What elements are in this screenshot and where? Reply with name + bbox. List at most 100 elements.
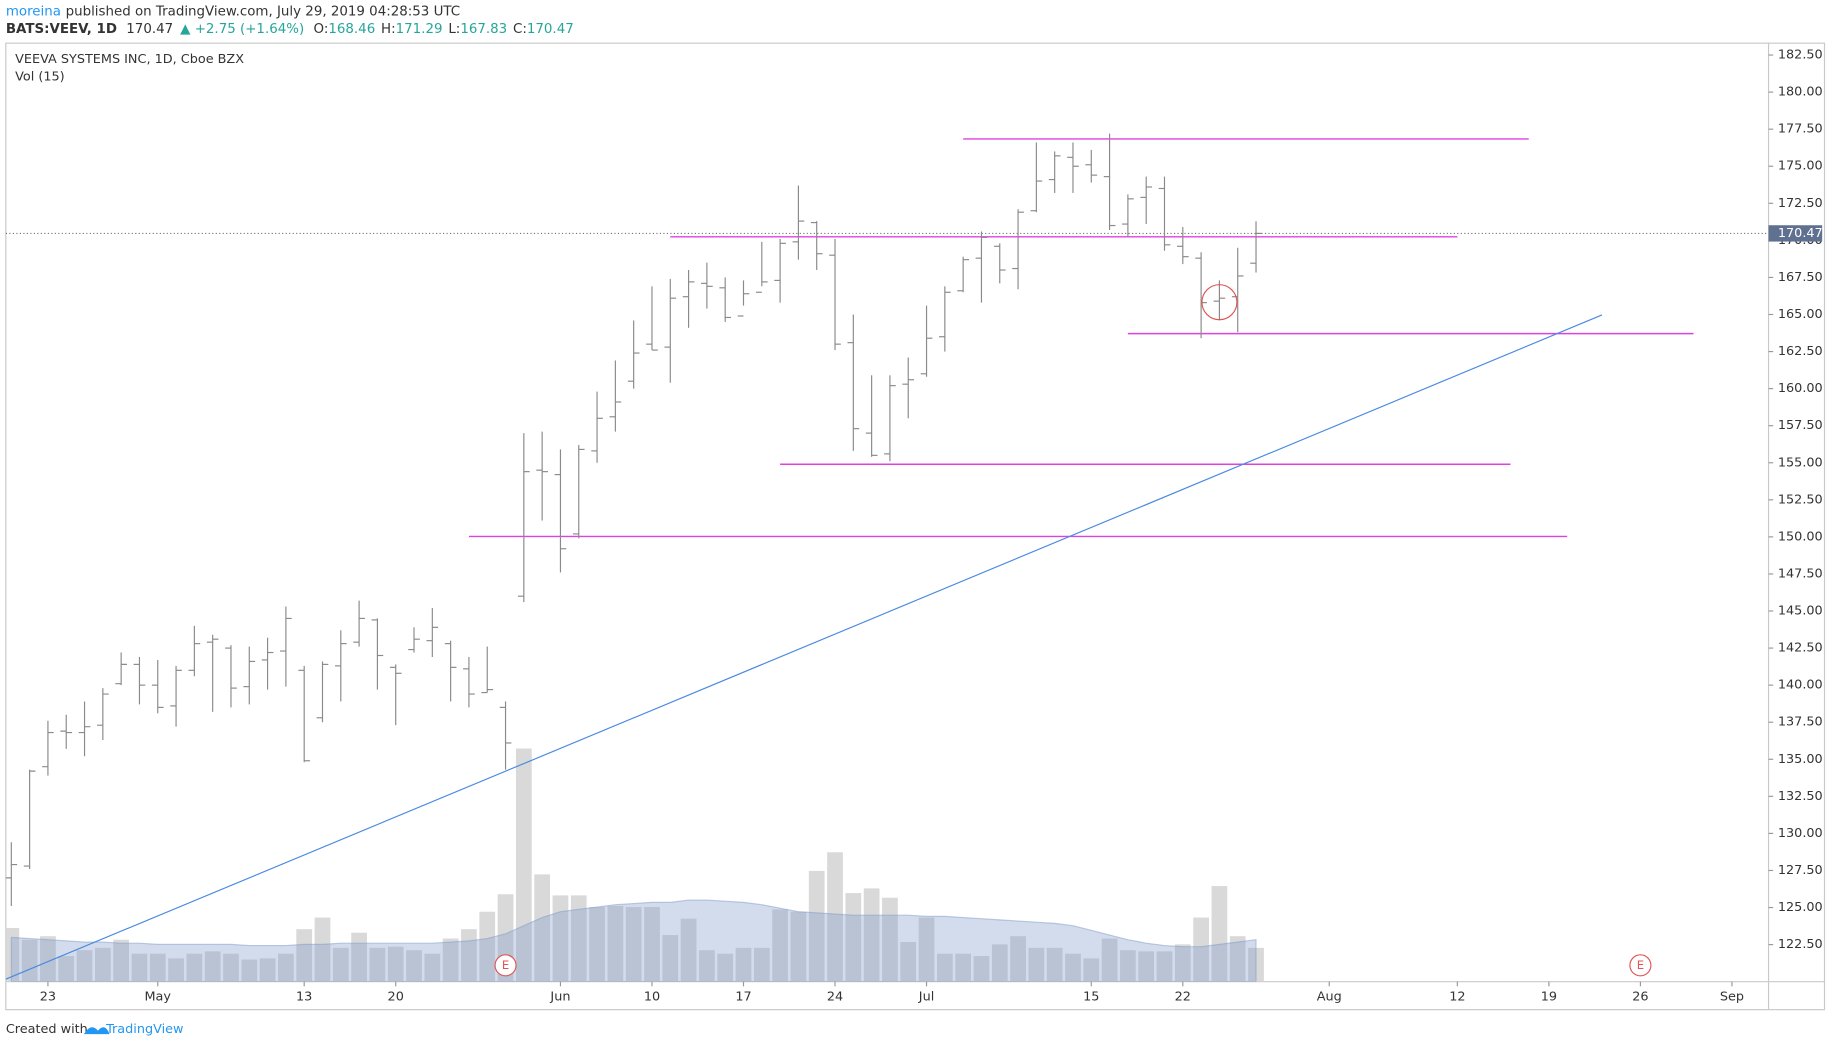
footer-text: Created with (6, 1022, 88, 1037)
volume-bar (113, 939, 130, 982)
volume-bar (570, 895, 587, 982)
x-tick-label: Sep (1720, 989, 1744, 1004)
y-tick-label: 140.00 (1778, 678, 1823, 693)
x-tick-label: 24 (827, 989, 843, 1004)
volume-bar (1138, 951, 1155, 982)
x-tick-label: Jun (549, 989, 570, 1004)
earnings-label: E (502, 958, 509, 972)
volume-bar (278, 953, 294, 982)
volume-bar (76, 950, 93, 982)
last-price-label: 170.47 (1778, 226, 1823, 241)
volume-bar (534, 874, 551, 982)
ohlc-label: C: (513, 22, 527, 37)
x-tick-label: 10 (644, 989, 660, 1004)
last: 170.47 (126, 22, 173, 37)
volume-bar (680, 918, 697, 982)
x-tick-label: 17 (735, 989, 751, 1004)
volume-bar (1193, 917, 1209, 982)
volume-bar (58, 956, 75, 982)
volume-bar (94, 947, 111, 982)
symbol-line: BATS:VEEV, 1D 170.47 ▲ +2.75 (+1.64%) O:168… (6, 22, 574, 37)
y-tick-label: 162.50 (1778, 344, 1823, 359)
ohlc-label: O: (314, 22, 329, 37)
volume-bar (699, 950, 715, 982)
volume-bar (753, 947, 770, 982)
x-tick-label: 13 (296, 989, 312, 1004)
volume-bar (662, 935, 679, 982)
author[interactable]: moreina (6, 5, 61, 20)
y-tick-label: 127.50 (1778, 863, 1823, 878)
ohlc-label: L: (448, 22, 460, 37)
volume-bar (790, 911, 807, 982)
volume-bar (1211, 886, 1228, 982)
x-tick-label: 15 (1083, 989, 1099, 1004)
trend-line (5, 314, 1603, 980)
ohlc-value: 167.83 (460, 22, 507, 37)
volume-bar (827, 852, 843, 982)
volume-bar (772, 909, 788, 982)
volume-bar (1083, 958, 1100, 982)
y-tick-label: 132.50 (1778, 789, 1823, 804)
x-tick-label: May (145, 989, 172, 1004)
y-tick-label: 160.00 (1778, 381, 1823, 396)
volume-bar (149, 953, 166, 982)
volume-bar (168, 958, 184, 982)
volume-legend: Vol (15) (15, 69, 65, 84)
ohlc-label: H: (381, 22, 396, 37)
volume-bar (717, 953, 734, 982)
volume-bar (131, 953, 148, 982)
y-tick-label: 175.00 (1778, 159, 1823, 174)
volume-bar (351, 932, 367, 982)
x-tick-label: 19 (1541, 989, 1557, 1004)
y-tick-label: 165.00 (1778, 307, 1823, 322)
ohlc-value: 171.29 (396, 22, 443, 37)
y-tick-label: 172.50 (1778, 196, 1823, 211)
volume-bar (863, 888, 880, 982)
y-tick-label: 152.50 (1778, 492, 1823, 507)
earnings-marker (494, 954, 517, 977)
volume-bar (241, 959, 258, 982)
x-tick-label: Jul (918, 989, 934, 1004)
logo (83, 1027, 110, 1035)
y-tick-label: 147.50 (1778, 566, 1823, 581)
y-tick-label: 135.00 (1778, 752, 1823, 767)
volume-bar (1156, 951, 1173, 982)
earnings-marker (1629, 954, 1652, 977)
volume-bar (973, 956, 990, 982)
y-tick-label: 167.50 (1778, 270, 1823, 285)
volume-bar (461, 929, 477, 982)
volume-bar (479, 911, 496, 982)
volume-bar (369, 947, 386, 982)
volume-bar (387, 946, 404, 982)
y-tick-label: 137.50 (1778, 715, 1823, 730)
volume-bar (955, 953, 972, 982)
y-tick-label: 150.00 (1778, 529, 1823, 544)
volume-bar (186, 953, 203, 982)
volume-bar (442, 938, 459, 982)
chart-frame (5, 42, 1826, 1011)
volume-bar (991, 944, 1008, 982)
volume-ma-area (10, 899, 1257, 982)
volume-bar (644, 907, 660, 982)
ohlc-value: 170.47 (527, 22, 574, 37)
y-tick-label: 142.50 (1778, 641, 1823, 656)
published: published on TradingView.com, July 29, 2… (66, 5, 461, 20)
x-tick-label: 26 (1632, 989, 1648, 1004)
volume-bar (259, 958, 276, 982)
x-tick-label: 23 (40, 989, 56, 1004)
volume-bar (625, 907, 642, 982)
volume-bar (1229, 936, 1246, 982)
volume-bar (332, 947, 349, 982)
volume-bar (314, 917, 331, 982)
footer-brand[interactable]: TradingView (105, 1022, 183, 1037)
volume-bar (735, 947, 752, 982)
y-tick-label: 180.00 (1778, 85, 1823, 100)
volume-bar (1010, 936, 1026, 982)
change: ▲ +2.75 (+1.64%) (180, 22, 304, 37)
volume-bar (1028, 947, 1045, 982)
earnings-label: E (1637, 958, 1644, 972)
highlight-circle (1201, 284, 1238, 321)
volume-bar (882, 897, 898, 982)
